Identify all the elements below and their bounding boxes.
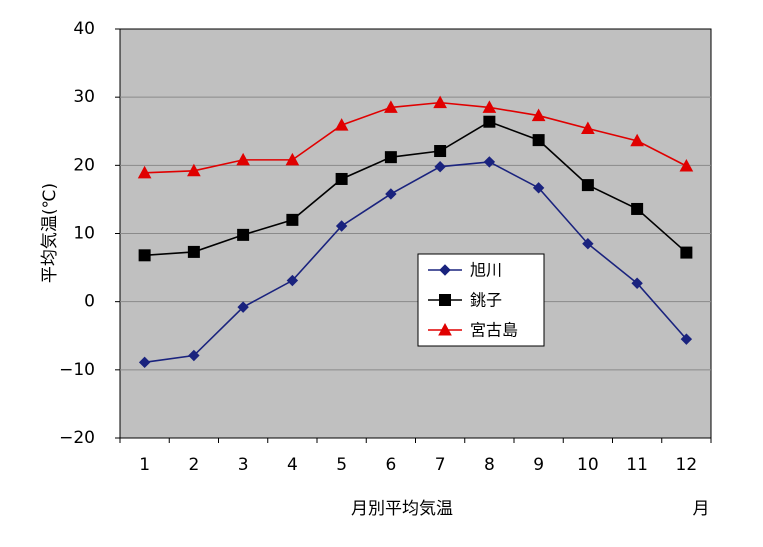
data-point	[384, 151, 397, 164]
data-point	[188, 349, 200, 362]
y-tick-label: 30	[73, 87, 95, 107]
x-tick-label: 2	[188, 455, 199, 475]
y-tick-label: −10	[59, 360, 95, 380]
data-point	[335, 172, 348, 185]
data-point	[384, 100, 398, 113]
data-point	[532, 182, 545, 194]
x-tick-label: 11	[626, 455, 648, 475]
data-point	[187, 163, 201, 177]
series-line	[144, 101, 687, 174]
data-point	[286, 213, 299, 226]
x-tick-label: 3	[238, 455, 249, 475]
data-point	[237, 301, 249, 313]
data-point	[385, 188, 397, 200]
data-point	[531, 108, 546, 122]
legend-label: 宮古島	[470, 321, 518, 340]
y-tick-label: −20	[59, 428, 95, 448]
x-tick-label: 12	[676, 455, 698, 475]
data-point	[483, 156, 496, 168]
legend-marker	[438, 322, 452, 336]
x-tick-label: 4	[287, 455, 298, 475]
data-point	[433, 95, 447, 109]
data-point	[187, 245, 200, 258]
x-tick-labels: 1 2 3 4 5 6 7 8 9 10 11 12	[139, 455, 697, 475]
legend-marker	[439, 264, 451, 276]
data-point	[138, 249, 151, 262]
data-point	[434, 160, 446, 173]
series-line	[144, 161, 687, 364]
x-axis-unit: 月	[693, 499, 710, 519]
x-axis-title: 月別平均気温	[351, 499, 453, 519]
axes	[115, 28, 712, 443]
data-point	[680, 333, 693, 345]
legend-label: 銚子	[470, 291, 502, 310]
legend-label: 旭川	[470, 261, 502, 280]
data-point	[631, 277, 643, 289]
data-point	[581, 121, 595, 135]
series-1	[138, 156, 693, 369]
data-point	[237, 228, 250, 241]
data-point	[286, 274, 299, 287]
data-point	[630, 133, 644, 147]
data-point	[680, 246, 693, 259]
x-tick-label: 5	[336, 455, 347, 475]
x-tick-label: 1	[139, 455, 150, 475]
x-tick-label: 8	[484, 455, 495, 475]
x-tick-label: 6	[385, 455, 396, 475]
series-group	[137, 95, 694, 369]
x-tick-label: 7	[435, 455, 446, 475]
data-point	[137, 165, 152, 179]
data-point	[138, 356, 151, 369]
y-tick-label: 10	[73, 224, 95, 244]
y-tick-label: 20	[73, 155, 95, 175]
data-point	[581, 179, 594, 192]
x-tick-label: 9	[533, 455, 544, 475]
data-point	[334, 118, 349, 131]
data-point	[679, 158, 694, 172]
data-point	[582, 238, 594, 250]
data-point	[482, 100, 497, 113]
series-line	[144, 120, 687, 257]
data-point	[285, 152, 300, 166]
legend-marker	[439, 294, 451, 306]
data-point	[335, 220, 348, 232]
y-tick-label: 0	[84, 292, 95, 312]
y-tick-label: 40	[73, 19, 95, 39]
data-point	[532, 134, 545, 147]
series-2	[138, 115, 693, 262]
y-axis-title: 平均気温(℃)	[40, 183, 60, 283]
series-3	[137, 95, 694, 179]
x-tick-label: 10	[577, 455, 599, 475]
y-tick-labels: 40 30 20 10 0 −10 −20	[59, 19, 95, 448]
data-point	[236, 152, 250, 166]
data-point	[631, 202, 644, 215]
data-point	[434, 145, 447, 158]
data-point	[483, 115, 496, 128]
